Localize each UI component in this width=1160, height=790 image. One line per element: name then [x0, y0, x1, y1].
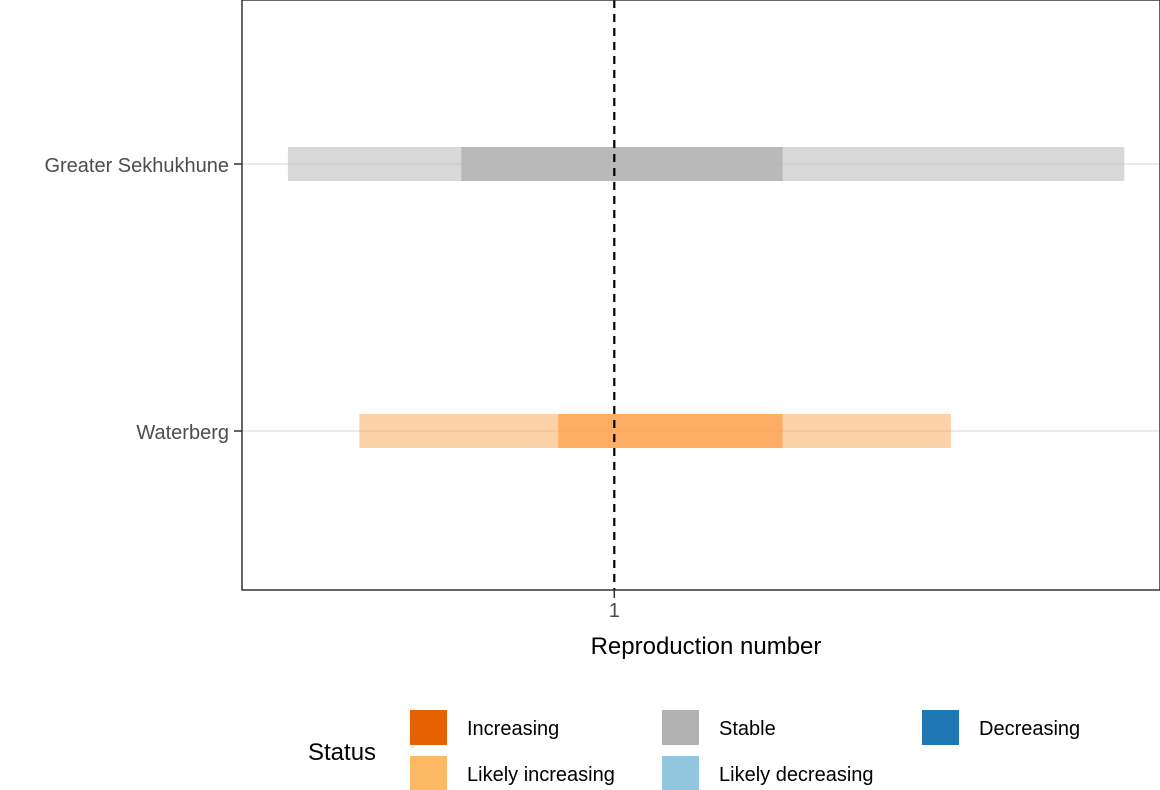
legend-title: Status: [308, 739, 376, 766]
legend-label: Likely increasing: [467, 764, 615, 786]
plot-border: [241, 0, 1160, 591]
legend-swatch: [662, 756, 699, 790]
y-tick-label: Greater Sekhukhune: [44, 155, 229, 177]
y-axis: Greater Sekhukhune Waterberg: [44, 155, 242, 444]
legend-swatch: [662, 710, 699, 745]
x-axis: 1: [609, 590, 620, 622]
legend-label: Increasing: [467, 718, 559, 740]
legend-label: Stable: [719, 718, 776, 740]
x-tick-label: 1: [609, 600, 620, 622]
legend-swatch: [410, 756, 447, 790]
legend-swatch: [922, 710, 959, 745]
x-axis-title: Reproduction number: [591, 633, 822, 660]
legend-swatch: [410, 710, 447, 745]
legend: Status Increasing Likely increasing Stable…: [308, 710, 1080, 790]
interval-bar-inner: [461, 147, 783, 181]
y-tick-label: Waterberg: [136, 422, 229, 444]
legend-label: Likely decreasing: [719, 764, 874, 786]
grid-layer: [242, 163, 1160, 432]
bars-layer: [287, 147, 1125, 448]
legend-label: Decreasing: [979, 718, 1080, 740]
interval-bar-inner: [558, 414, 783, 448]
